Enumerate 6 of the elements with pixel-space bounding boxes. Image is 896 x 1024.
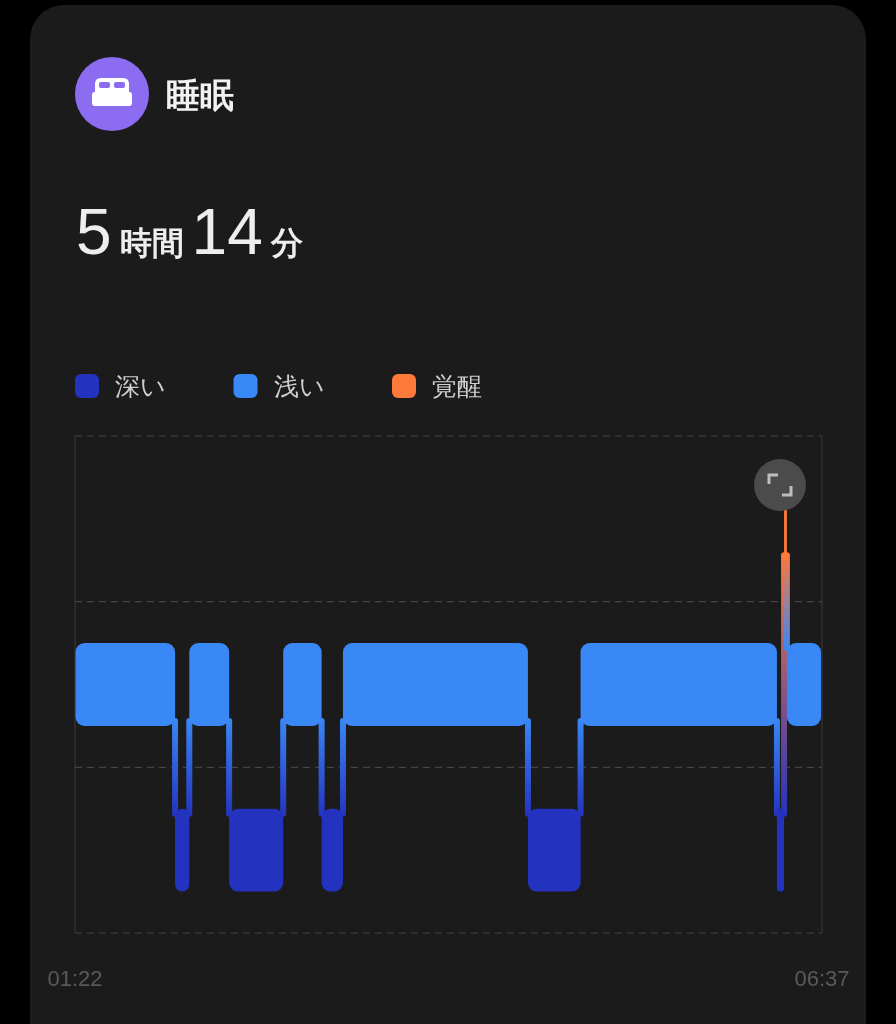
legend-label: 浅い: [273, 372, 325, 400]
legend-label: 覚醒: [432, 372, 482, 400]
legend-label: 深い: [115, 372, 166, 400]
x-tick-label: 01:22: [47, 966, 103, 991]
x-tick-label: 06:37: [794, 966, 850, 991]
chart-title: 睡眠: [166, 76, 234, 114]
